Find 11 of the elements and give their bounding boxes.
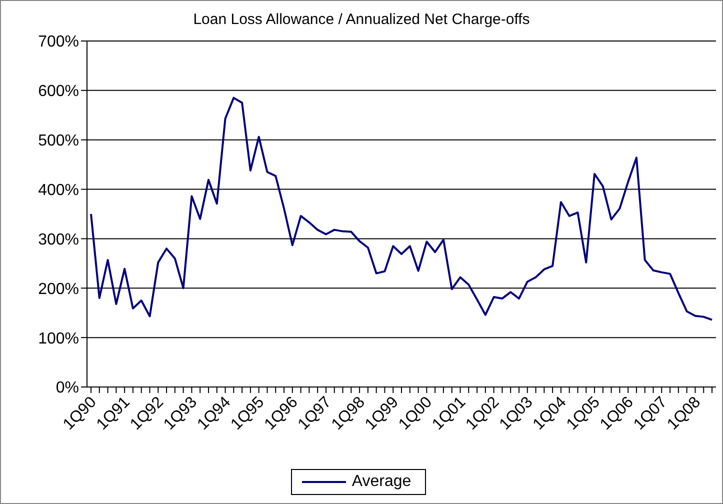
line-series bbox=[90, 96, 713, 321]
y-tick-label: 600% bbox=[38, 83, 79, 100]
y-tick-label: 700% bbox=[38, 34, 79, 51]
legend-label: Average bbox=[350, 473, 412, 491]
y-tick-label: 400% bbox=[38, 182, 79, 199]
y-tick-label: 300% bbox=[38, 231, 79, 248]
y-tick-label: 200% bbox=[38, 280, 79, 298]
chart-title: Loan Loss Allowance / Annualized Net Charge-offs bbox=[192, 11, 531, 28]
y-tick-label: 500% bbox=[38, 132, 79, 150]
y-tick-label: 0% bbox=[56, 380, 79, 397]
y-tick-label: 100% bbox=[38, 330, 79, 348]
